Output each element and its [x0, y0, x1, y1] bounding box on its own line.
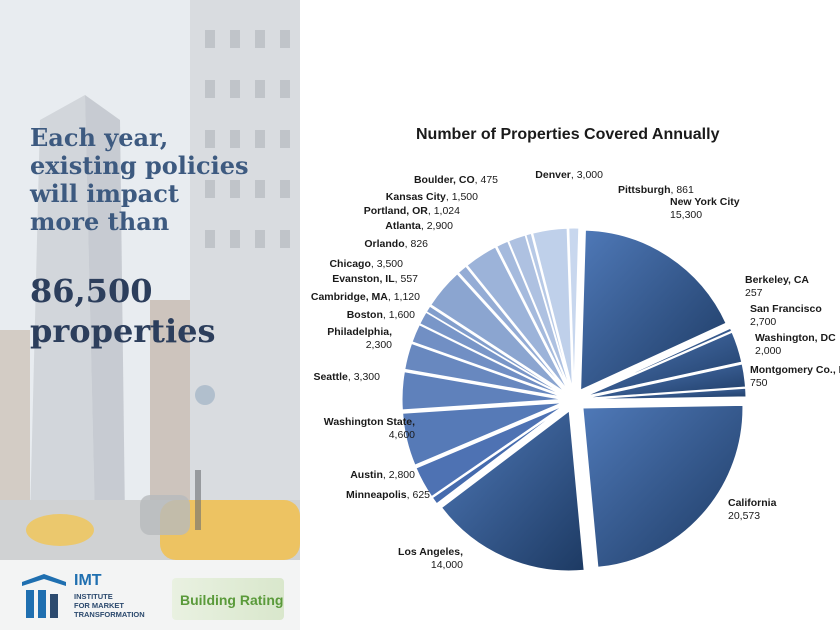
slice-label: Boulder, CO, 475 [414, 174, 498, 186]
pie-slice [582, 404, 744, 568]
pie-slice [431, 406, 565, 505]
pie-slice [402, 402, 563, 466]
pie-slice [580, 229, 727, 391]
slice-label: Denver, 3,000 [535, 169, 603, 181]
city-street-photo [0, 0, 300, 630]
pie-slice [525, 232, 572, 389]
slice-label: Portland, OR, 1,024 [364, 205, 460, 217]
background-photo-panel [0, 0, 300, 630]
pie-slice [401, 371, 563, 411]
pie-slice [430, 273, 566, 393]
pie-slice [419, 311, 564, 395]
slice-label: Philadelphia, 2,300 [327, 326, 392, 351]
pie-slice [404, 342, 563, 398]
pie-slice [507, 234, 571, 389]
headline-line: will impact [30, 179, 179, 208]
slice-label: Pittsburgh, 861 [618, 184, 694, 196]
slice-label: Boston, 1,600 [347, 309, 415, 321]
slice-label: California 20,573 [728, 497, 777, 522]
pie-slice [411, 324, 564, 396]
slice-label: Chicago, 3,500 [329, 258, 403, 270]
pie-slice [440, 410, 585, 572]
pie-slice [585, 331, 743, 397]
pie-chart: New York City 15,300 Berkeley, CA 257 San Fr… [311, 169, 840, 572]
building-rating-text: Building Rating [180, 592, 284, 608]
slice-label: Austin, 2,800 [350, 469, 415, 481]
pie-slice [466, 246, 568, 391]
pie-slice [415, 405, 564, 498]
headline-line: more than [30, 207, 170, 236]
chart-title: Number of Properties Covered Annually [416, 126, 720, 143]
pie-slice [584, 327, 733, 396]
slice-label: Washington, DC 2,000 [755, 332, 836, 357]
pie-slice [496, 240, 570, 390]
pie-slice [425, 305, 565, 395]
slice-label: Seattle, 3,300 [313, 371, 380, 383]
pie-slice [585, 387, 747, 400]
headline: Each year, existing policies will impact… [30, 124, 290, 236]
pie-slice [532, 227, 573, 389]
slice-label: San Francisco 2,700 [750, 303, 822, 328]
pie-slice [585, 363, 747, 399]
headline-number: 86,500 [30, 272, 153, 310]
imt-logo-icon [22, 574, 66, 618]
slice-label: Cambridge, MA, 1,120 [311, 291, 420, 303]
slice-label: Minneapolis, 625 [346, 489, 430, 501]
slice-label: Los Angeles, 14,000 [398, 546, 463, 571]
slice-label: Atlanta, 2,900 [385, 220, 453, 232]
building-rating-logo [172, 578, 284, 620]
headline-line: existing policies [30, 151, 249, 180]
headline-unit: properties [30, 312, 216, 350]
pie-slice [568, 227, 580, 389]
slice-label: Orlando, 826 [364, 238, 428, 250]
headline-line: Each year, [30, 123, 169, 152]
imt-tagline: INSTITUTE FOR MARKET TRANSFORMATION [74, 592, 145, 619]
imt-name: IMT [74, 572, 102, 589]
slice-label: Washington State, 4,600 [324, 416, 415, 441]
pie-slice [457, 265, 567, 392]
slice-label: New York City 15,300 [670, 196, 740, 221]
slice-label: Montgomery Co., MD750 [750, 364, 840, 389]
slice-label: Evanston, IL, 557 [332, 273, 418, 285]
slice-label: Berkeley, CA 257 [745, 274, 809, 299]
slice-label: Kansas City, 1,500 [386, 191, 478, 203]
